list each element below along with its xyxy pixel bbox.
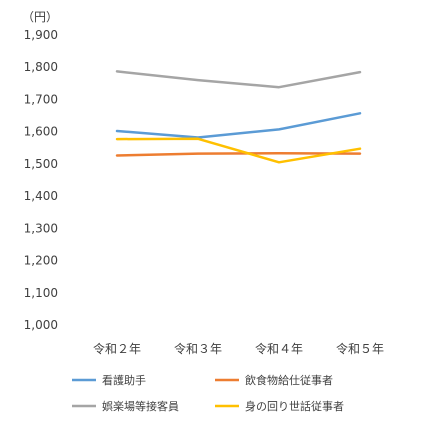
series-line-4 [115,137,362,164]
y-tick-label: 1,900 [24,28,58,42]
legend-label: 飲食物給仕従事者 [245,373,333,387]
x-tick-label: 令和５年 [336,341,384,356]
y-tick-label: 1,400 [24,189,58,203]
y-tick-label: 1,800 [24,60,58,74]
x-tick-label: 令和３年 [174,341,222,356]
y-unit-label: （円） [22,10,59,24]
x-tick-label: 令和４年 [255,341,303,356]
legend-label: 看護助手 [102,373,146,387]
y-tick-label: 1,300 [24,221,58,235]
y-tick-label: 1,500 [24,157,58,171]
series-line-3 [115,70,362,89]
y-tick-label: 1,700 [24,92,58,106]
series-line-2 [115,152,362,157]
x-tick-label: 令和２年 [93,341,141,356]
y-tick-label: 1,600 [24,125,58,139]
y-tick-label: 1,100 [24,286,58,300]
y-tick-label: 1,000 [24,318,58,332]
y-tick-label: 1,200 [24,254,58,268]
legend-label: 身の回り世話従事者 [245,399,344,413]
legend-label: 娯楽場等接客員 [102,399,179,413]
series-line-1 [115,112,362,139]
